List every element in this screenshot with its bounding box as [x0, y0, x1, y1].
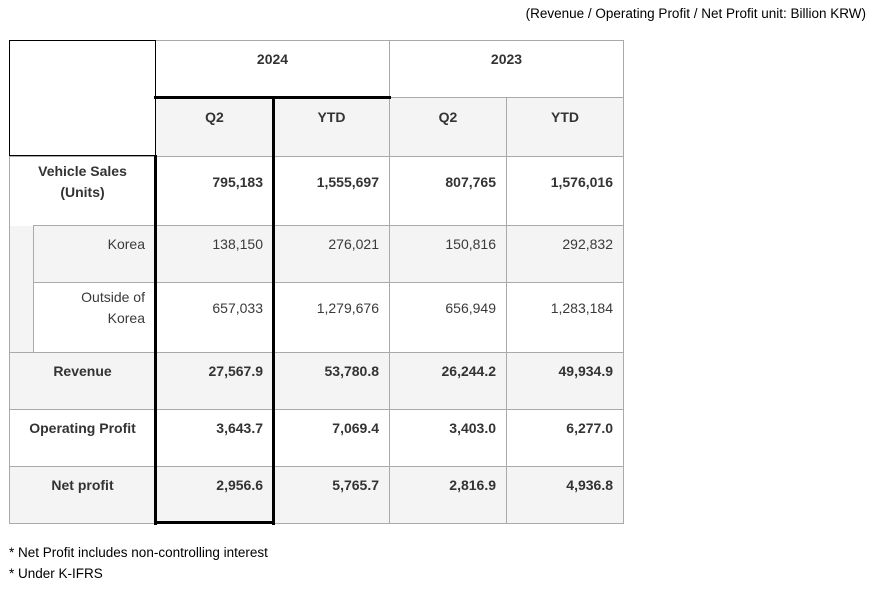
value-operating-profit-2023-q2: 3,403.0 — [389, 409, 507, 467]
row-label-net-profit: Net profit — [9, 466, 156, 524]
footnotes: * Net Profit includes non-controlling in… — [9, 543, 268, 584]
indent-cell — [9, 225, 34, 353]
table-row-vehicle-sales: Vehicle Sales (Units) 795,183 1,555,697 8… — [9, 156, 624, 226]
highlight-left-bar — [153, 155, 157, 525]
period-header-2024-ytd: YTD — [273, 97, 390, 157]
value-outside-korea-2024-q2: 657,033 — [155, 282, 274, 353]
value-korea-2023-ytd: 292,832 — [506, 225, 624, 283]
table-row-revenue: Revenue 27,567.9 53,780.8 26,244.2 49,93… — [9, 352, 624, 410]
row-label-operating-profit: Operating Profit — [9, 409, 156, 467]
row-label-korea: Korea — [33, 225, 156, 283]
value-outside-korea-2023-q2: 656,949 — [389, 282, 507, 353]
year-header-2024: 2024 — [155, 40, 390, 98]
year-header-2023: 2023 — [389, 40, 624, 98]
footnote-kifrs: * Under K-IFRS — [9, 565, 103, 581]
value-net-profit-2024-ytd: 5,765.7 — [273, 466, 390, 524]
table-row-operating-profit: Operating Profit 3,643.7 7,069.4 3,403.0… — [9, 409, 624, 467]
row-label-vehicle-sales: Vehicle Sales (Units) — [9, 156, 156, 226]
value-revenue-2023-ytd: 49,934.9 — [506, 352, 624, 410]
row-label-revenue: Revenue — [9, 352, 156, 410]
value-outside-korea-2024-ytd: 1,279,676 — [273, 282, 390, 353]
value-revenue-2023-q2: 26,244.2 — [389, 352, 507, 410]
value-outside-korea-2023-ytd: 1,283,184 — [506, 282, 624, 353]
value-net-profit-2024-q2: 2,956.6 — [155, 466, 274, 524]
value-revenue-2024-q2: 27,567.9 — [155, 352, 274, 410]
period-header-row: Q2 YTD Q2 YTD — [10, 97, 624, 157]
value-korea-2023-q2: 150,816 — [389, 225, 507, 283]
value-operating-profit-2024-q2: 3,643.7 — [155, 409, 274, 467]
table-row-net-profit: Net profit 2,956.6 5,765.7 2,816.9 4,936… — [9, 466, 624, 524]
value-net-profit-2023-q2: 2,816.9 — [389, 466, 507, 524]
value-korea-2024-q2: 138,150 — [155, 225, 274, 283]
row-label-outside-korea: Outside of Korea — [33, 282, 156, 353]
value-vehicle-sales-2023-q2: 807,765 — [389, 156, 507, 226]
value-vehicle-sales-2024-q2: 795,183 — [155, 156, 274, 226]
value-revenue-2024-ytd: 53,780.8 — [273, 352, 390, 410]
value-vehicle-sales-2023-ytd: 1,576,016 — [506, 156, 624, 226]
value-net-profit-2023-ytd: 4,936.8 — [506, 466, 624, 524]
corner-cell — [9, 40, 156, 157]
corner-cell-outline — [9, 40, 156, 156]
value-operating-profit-2024-ytd: 7,069.4 — [273, 409, 390, 467]
value-operating-profit-2023-ytd: 6,277.0 — [506, 409, 624, 467]
period-header-2024-q2: Q2 — [155, 97, 274, 157]
highlight-bottom-bar — [153, 520, 275, 524]
highlight-right-bar — [271, 95, 275, 525]
results-table: 2024 2023 Q2 YTD Q2 YTD Vehicle Sales (Un… — [9, 40, 624, 524]
table-row-korea: Korea 138,150 276,021 150,816 292,832 — [9, 225, 624, 353]
value-korea-2024-ytd: 276,021 — [273, 225, 390, 283]
table-row-outside-korea: Outside of Korea 657,033 1,279,676 656,94… — [10, 282, 624, 353]
value-vehicle-sales-2024-ytd: 1,555,697 — [273, 156, 390, 226]
period-header-2023-ytd: YTD — [506, 97, 624, 157]
period-header-2023-q2: Q2 — [389, 97, 507, 157]
footnote-net-profit: * Net Profit includes non-controlling in… — [9, 545, 268, 560]
unit-note: (Revenue / Operating Profit / Net Profit… — [525, 6, 866, 21]
